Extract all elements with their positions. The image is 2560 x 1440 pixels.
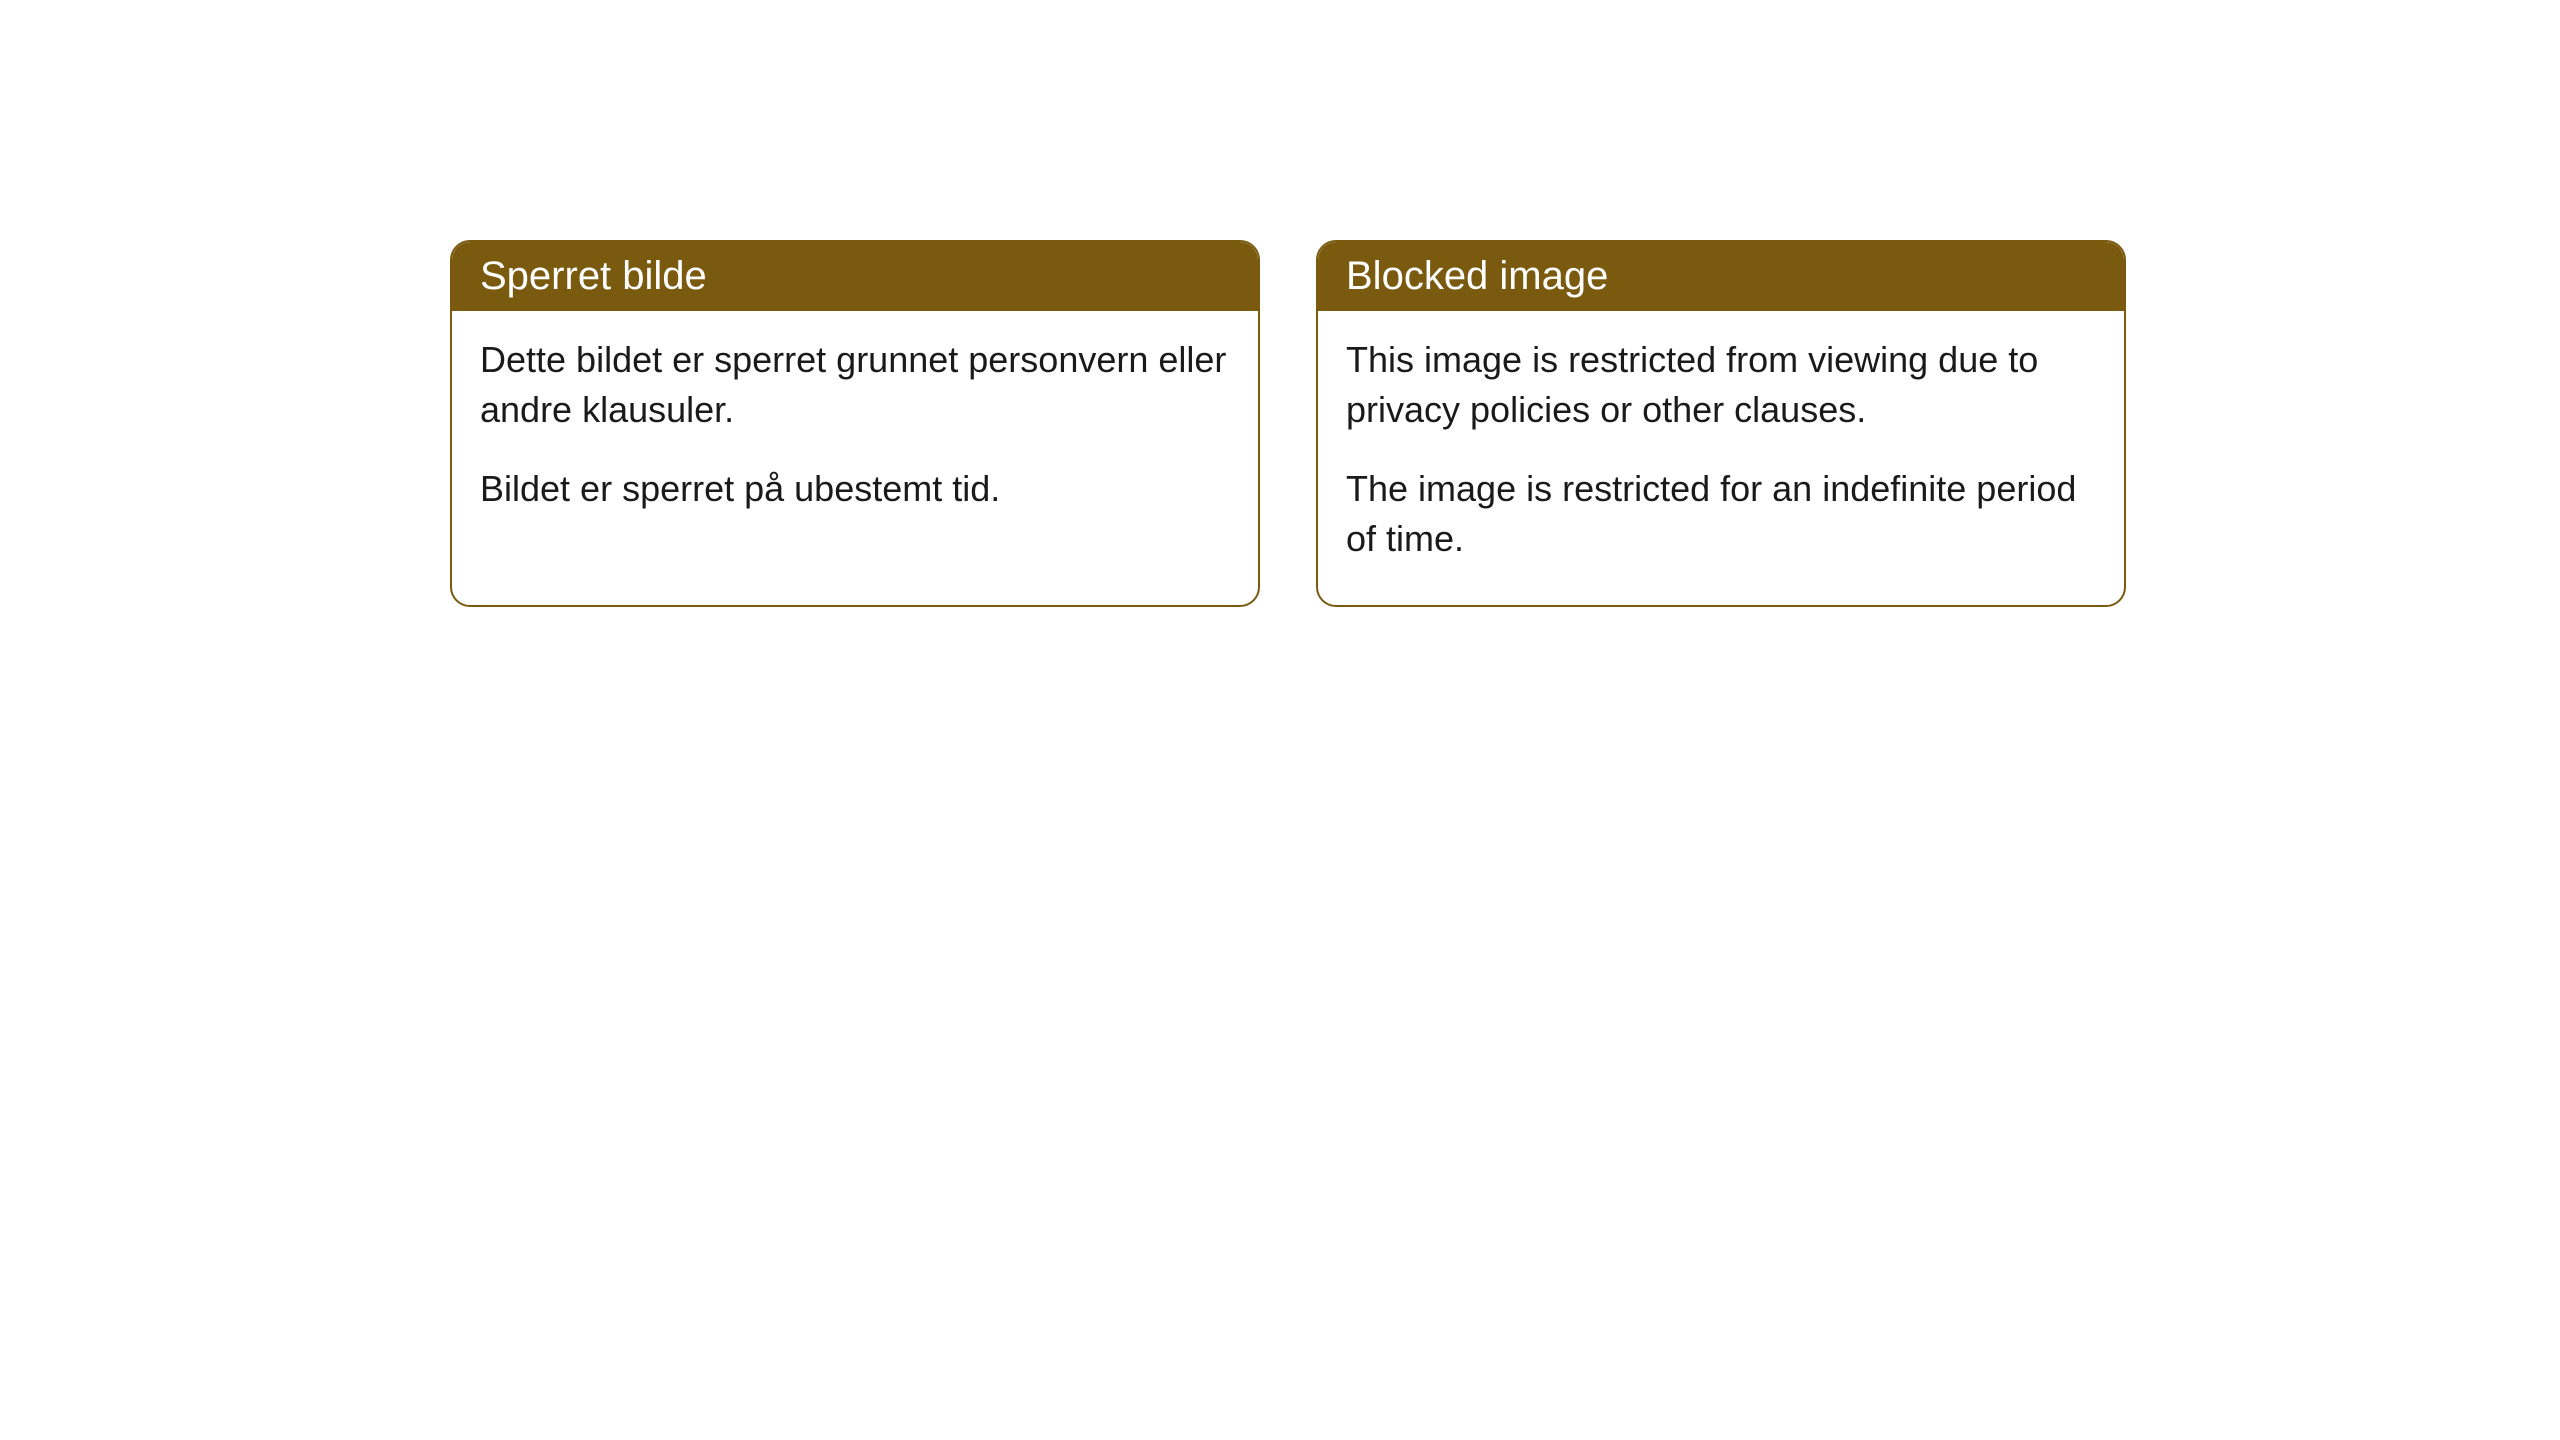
card-title-english: Blocked image: [1346, 254, 1608, 298]
card-paragraph-1-english: This image is restricted from viewing du…: [1346, 335, 2096, 436]
card-body-norwegian: Dette bildet er sperret grunnet personve…: [452, 311, 1258, 554]
card-paragraph-1-norwegian: Dette bildet er sperret grunnet personve…: [480, 335, 1230, 436]
notice-card-norwegian: Sperret bilde Dette bildet er sperret gr…: [450, 240, 1260, 607]
notice-container: Sperret bilde Dette bildet er sperret gr…: [450, 240, 2126, 607]
card-header-norwegian: Sperret bilde: [452, 242, 1258, 311]
card-header-english: Blocked image: [1318, 242, 2124, 311]
card-paragraph-2-norwegian: Bildet er sperret på ubestemt tid.: [480, 464, 1230, 514]
card-body-english: This image is restricted from viewing du…: [1318, 311, 2124, 605]
card-paragraph-2-english: The image is restricted for an indefinit…: [1346, 464, 2096, 565]
notice-card-english: Blocked image This image is restricted f…: [1316, 240, 2126, 607]
card-title-norwegian: Sperret bilde: [480, 254, 707, 298]
